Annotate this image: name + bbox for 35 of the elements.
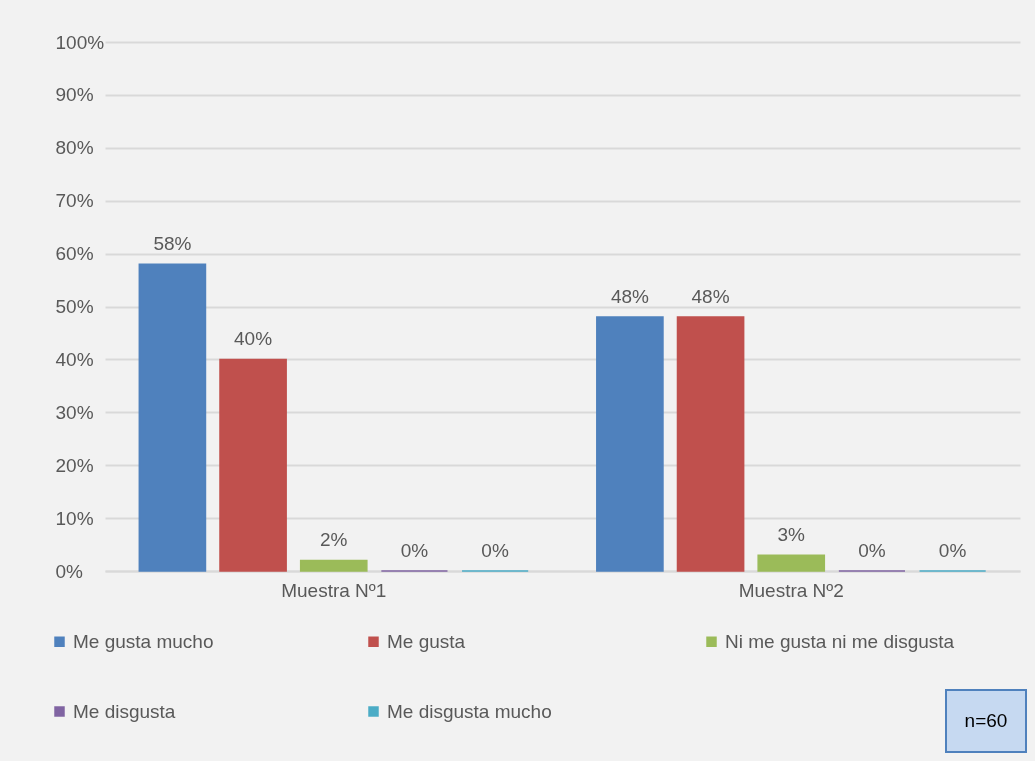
data-label: 40% xyxy=(234,328,273,350)
data-label: 0% xyxy=(400,540,429,561)
y-tick-label: 0% xyxy=(55,560,84,582)
y-tick-label: 30% xyxy=(55,401,94,423)
data-label: 2% xyxy=(320,529,348,551)
text: n=60 xyxy=(964,710,1008,731)
y-tick-label: 60% xyxy=(55,243,94,265)
data-label: 48% xyxy=(610,286,650,308)
y-tick-label: 10% xyxy=(55,507,94,529)
bar xyxy=(596,316,664,572)
bar xyxy=(299,559,368,572)
data-label: 3% xyxy=(777,524,806,546)
legend-label: Me gusta xyxy=(387,630,466,652)
y-tick-label: 90% xyxy=(55,84,94,106)
y-tick-label: 40% xyxy=(55,348,94,370)
legend-label: Me disgusta mucho xyxy=(387,700,552,722)
data-label: 58% xyxy=(153,233,192,255)
legend-label: Ni me gusta ni me disgusta xyxy=(725,630,955,652)
y-tick-label: 20% xyxy=(55,454,94,476)
legend-label: Me disgusta xyxy=(73,700,176,722)
data-label: 48% xyxy=(691,286,730,308)
y-tick-label: 100% xyxy=(55,31,105,53)
y-tick-label: 70% xyxy=(55,190,94,212)
bar xyxy=(138,263,207,572)
bar xyxy=(676,316,745,572)
x-tick-label: Muestra Nº2 xyxy=(738,579,844,601)
legend-label: Me gusta mucho xyxy=(73,630,214,652)
x-tick-label: Muestra Nº1 xyxy=(281,579,387,601)
data-label: 0% xyxy=(858,540,886,561)
data-label: 0% xyxy=(481,540,509,561)
bar xyxy=(219,358,287,572)
y-tick-label: 50% xyxy=(55,296,94,317)
bar xyxy=(757,554,826,572)
data-label: 0% xyxy=(938,540,967,561)
y-tick-label: 80% xyxy=(55,137,94,159)
